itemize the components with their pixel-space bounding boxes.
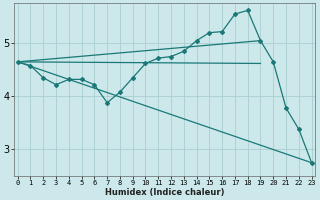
X-axis label: Humidex (Indice chaleur): Humidex (Indice chaleur) [105,188,224,197]
